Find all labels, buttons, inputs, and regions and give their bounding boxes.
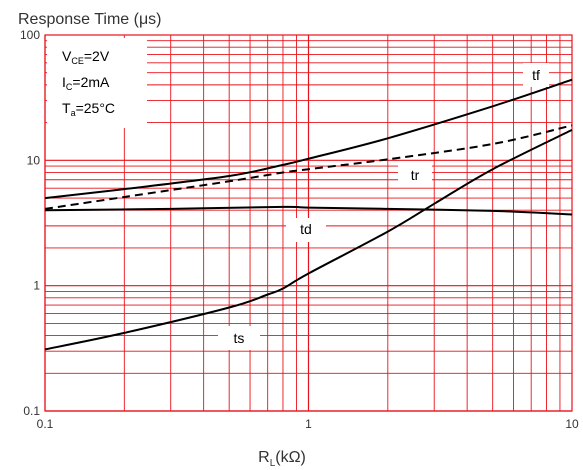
x-tick-label: 0.1 (37, 417, 54, 431)
svg-text:td: td (300, 221, 312, 237)
condition-vce: VCE=2V (62, 48, 110, 66)
series-line-ts (44, 129, 573, 351)
svg-text:ts: ts (234, 330, 245, 346)
curves (44, 78, 573, 351)
y-axis-title: Response Time (μs) (18, 11, 161, 28)
grid (44, 34, 573, 412)
y-tick-label: 0.1 (23, 404, 40, 418)
series-line-tr (44, 124, 573, 210)
x-tick-label: 1 (305, 417, 312, 431)
series-label-tr: tr (398, 163, 432, 187)
condition-ta: Ta=25°C (62, 100, 115, 118)
series-line-tf (44, 78, 573, 200)
x-axis-title: RL(kΩ) (258, 449, 306, 469)
tick-labels: 0.1 1 10 0.1 1 10 100 (20, 28, 579, 431)
series-line-td (44, 205, 573, 216)
y-tick-label: 100 (20, 28, 40, 42)
series-label-td: td (286, 218, 326, 242)
condition-ic: IC=2mA (62, 74, 110, 92)
series-label-ts: ts (218, 326, 260, 350)
y-tick-label: 1 (33, 279, 40, 293)
y-tick-label: 10 (27, 153, 41, 167)
svg-text:tr: tr (411, 167, 420, 183)
x-tick-label: 10 (565, 417, 579, 431)
series-label-tf: tf (523, 63, 549, 87)
svg-text:tf: tf (532, 67, 540, 83)
conditions-box: VCE=2V IC=2mA Ta=25°C (47, 38, 147, 128)
plot-frame (44, 34, 573, 412)
